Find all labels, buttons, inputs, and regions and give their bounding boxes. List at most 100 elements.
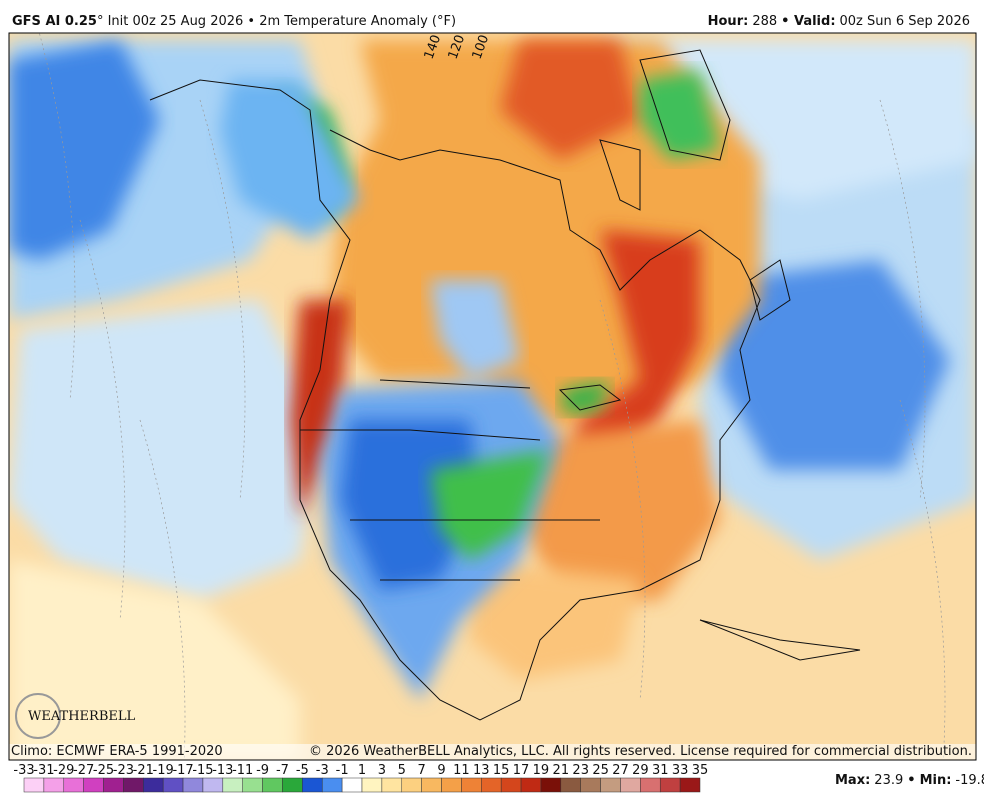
color-swatch [83,777,104,793]
color-swatch [43,777,65,793]
footer-bg [9,744,976,760]
color-swatch [560,777,581,793]
colorbar-label: -23 [113,763,134,778]
colorbar-label: -7 [276,763,289,778]
colorbar-label: -21 [133,763,154,778]
color-swatch [580,777,601,793]
colorbar-label: 3 [378,763,386,778]
color-swatch [282,777,303,793]
colorbar-label: 5 [398,763,406,778]
anomaly-region [9,560,300,760]
colorbar-label: 17 [513,763,530,778]
colorbar-label: 27 [612,763,629,778]
colorbar-label: 19 [533,763,550,778]
coastline [558,384,622,411]
color-swatch [123,777,144,793]
anomaly-region [430,280,520,380]
title: ° Init 00z 25 Aug 2026 • 2m Temperature … [97,14,456,29]
anomaly-region [9,40,160,260]
colorbar-label: 15 [493,763,510,778]
colorbar-label: -17 [172,763,193,778]
colorbar-label: -1 [336,763,349,778]
colorbar-label: 33 [672,763,689,778]
graticule [139,419,186,760]
coastline [300,379,600,581]
colorbar-label: -19 [153,763,174,778]
colorbar-label: -27 [73,763,94,778]
color-swatch [143,777,164,793]
color-swatch [640,777,661,793]
colorbar-label: -9 [256,763,269,778]
color-swatch [103,777,124,793]
color-swatch [600,777,621,793]
color-swatch [441,777,462,793]
colorbar-label: 13 [473,763,490,778]
colorbar-label: -13 [212,763,233,778]
color-swatch [341,777,363,793]
colorbar-label: 31 [652,763,669,778]
colorbar-label: -33 [13,763,34,778]
max: 23.9 [874,773,903,788]
anomaly-region [720,260,950,470]
coastline [599,139,641,211]
color-swatch [182,777,204,793]
color-swatch [381,777,403,793]
graticule [879,99,926,501]
coastline [149,79,761,721]
logo-mark [15,693,61,739]
color-swatch [162,777,184,793]
color-swatch [262,777,283,793]
valid: 00z Sun 6 Sep 2026 [840,14,970,29]
colorbar-label: 11 [453,763,470,778]
color-swatch [222,777,243,793]
colorbar-label: 9 [437,763,445,778]
header-left: GFS AI 0.25° Init 00z 25 Aug 2026 • 2m T… [12,14,456,29]
colorbar-label: 21 [553,763,570,778]
color-swatch [540,777,562,793]
stats: Max: 23.9 • Min:-19.8 [835,773,984,788]
color-swatch [321,777,343,793]
color-swatch [421,777,442,793]
climo: Climo: ECMWF ERA-5 1991-2020 [11,744,223,759]
color-swatch [679,777,701,793]
graticule [599,299,646,701]
anomaly-region [430,450,550,560]
color-swatch [361,777,383,793]
color-swatch [401,777,422,793]
valid-label: • Valid: [781,14,835,29]
max-label: Max: [835,773,870,788]
anomaly-region [340,420,480,590]
color-swatch [620,777,641,793]
coastline [749,259,791,321]
graticule [199,99,246,501]
anomaly-region [220,80,360,240]
color-swatch [500,777,522,793]
anomaly-region [640,70,720,160]
min: -19.8 [955,773,984,788]
colorbar-label: -5 [296,763,309,778]
colorbar-label: -31 [33,763,54,778]
colorbar-label: -25 [93,763,114,778]
anomaly-region [470,560,640,680]
colorbar-label: 29 [632,763,649,778]
colorbar-label: 35 [692,763,709,778]
graticule [79,219,126,621]
anomaly-region [9,300,320,600]
coastline [699,619,861,661]
logo: WEATHERBELL [28,709,135,724]
colorbar: -33-31-29-27-25-23-21-19-17-15-13-11 -9 -7… [13,763,709,793]
colorbar-label: 7 [418,763,426,778]
colorbar-label: -3 [316,763,329,778]
hour-label: Hour: [708,14,749,29]
colorbar-label: 23 [572,763,589,778]
graticule [38,33,76,401]
colorbar-label: -15 [192,763,213,778]
color-swatch [23,777,45,793]
color-swatch [242,777,263,793]
colorbar-label: 25 [592,763,609,778]
header-right: Hour: 288 • Valid: 00z Sun 6 Sep 2026 [708,14,970,29]
anomaly-region [520,420,720,600]
model: GFS AI 0.25 [12,14,97,29]
